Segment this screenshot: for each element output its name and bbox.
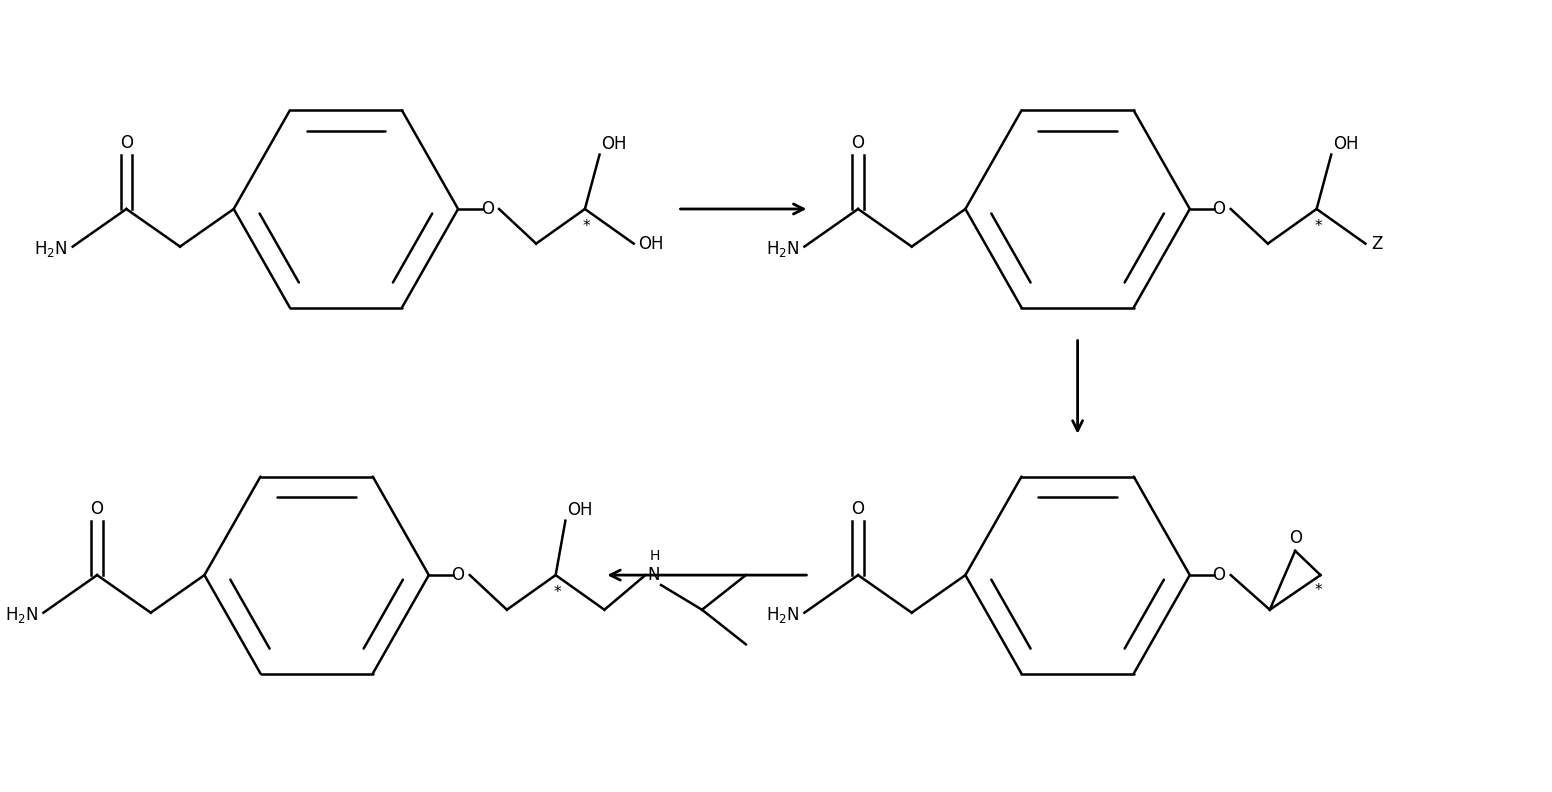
Text: O: O	[1212, 566, 1226, 584]
Text: OH: OH	[602, 135, 627, 153]
Text: H$_2$N: H$_2$N	[34, 238, 68, 258]
Text: O: O	[90, 500, 104, 518]
Text: O: O	[852, 500, 864, 518]
Text: O: O	[481, 200, 494, 218]
Text: O: O	[1212, 200, 1226, 218]
Text: H: H	[650, 549, 660, 563]
Text: O: O	[120, 134, 133, 151]
Text: O: O	[1288, 529, 1302, 547]
Text: H$_2$N: H$_2$N	[767, 604, 799, 625]
Text: H$_2$N: H$_2$N	[5, 604, 39, 625]
Text: N: N	[647, 566, 660, 584]
Text: OH: OH	[638, 234, 664, 253]
Text: *: *	[1315, 583, 1322, 598]
Text: OH: OH	[568, 501, 593, 519]
Text: *: *	[1315, 219, 1322, 234]
Text: H$_2$N: H$_2$N	[767, 238, 799, 258]
Text: O: O	[452, 566, 464, 584]
Text: *: *	[554, 585, 562, 600]
Text: OH: OH	[1333, 135, 1358, 153]
Text: O: O	[852, 134, 864, 151]
Text: *: *	[584, 219, 591, 234]
Text: Z: Z	[1372, 234, 1383, 253]
